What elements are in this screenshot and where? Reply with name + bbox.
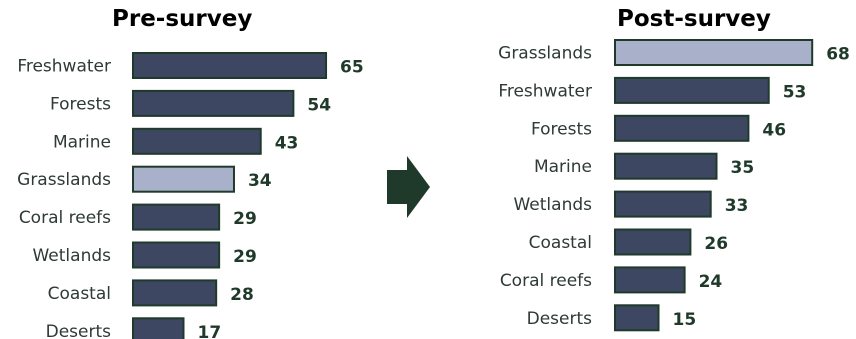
post-survey-bar-forests — [614, 114, 750, 142]
pre-survey-value-label-deserts: 17 — [197, 323, 221, 339]
post-survey-chart: Grasslands 68 Freshwater 53 Forests 46 Marine 3… — [498, 39, 850, 332]
post-survey-category-label-deserts: Deserts — [527, 309, 593, 329]
post-survey-category-label-forests: Forests — [531, 119, 592, 139]
pre-survey-category-label-forests: Forests — [50, 94, 111, 114]
pre-survey-bar-grasslands — [132, 165, 235, 193]
pre-survey-title: Pre-survey — [112, 6, 253, 32]
post-survey-bar-freshwater — [614, 76, 770, 104]
pre-survey-category-label-deserts: Deserts — [46, 322, 112, 339]
pre-survey-bar-wetlands — [132, 241, 221, 269]
post-survey-title: Post-survey — [617, 6, 771, 32]
post-survey-bar-marine — [614, 152, 718, 180]
pre-survey-value-label-marine: 43 — [275, 133, 299, 153]
pre-survey-bar-deserts — [132, 317, 185, 339]
pre-survey-bar-marine — [132, 127, 262, 155]
post-survey-value-label-wetlands: 33 — [725, 196, 749, 216]
post-survey-bar-coral-reefs — [614, 266, 686, 294]
pre-survey-value-label-forests: 54 — [307, 95, 331, 115]
right-arrow-icon — [387, 156, 430, 218]
pre-survey-category-label-freshwater: Freshwater — [17, 57, 111, 77]
pre-survey-value-label-coastal: 28 — [230, 285, 254, 305]
post-survey-bar-wetlands — [614, 190, 712, 218]
post-survey-value-label-deserts: 15 — [673, 310, 697, 330]
post-survey-value-label-marine: 35 — [731, 158, 755, 178]
post-survey-value-label-coastal: 26 — [704, 234, 728, 254]
pre-survey-category-label-coral-reefs: Coral reefs — [19, 208, 111, 228]
pre-survey-category-label-marine: Marine — [53, 132, 111, 152]
pre-survey-category-label-wetlands: Wetlands — [32, 246, 111, 266]
pre-survey-category-label-coastal: Coastal — [48, 284, 111, 304]
pre-survey-category-label-grasslands: Grasslands — [17, 170, 111, 190]
post-survey-bar-coastal — [614, 228, 692, 256]
post-survey-value-label-forests: 46 — [762, 120, 786, 140]
post-survey-bar-grasslands — [614, 39, 814, 66]
post-survey-bar-deserts — [614, 304, 660, 332]
post-survey-value-label-freshwater: 53 — [783, 82, 807, 102]
pre-survey-value-label-freshwater: 65 — [340, 58, 364, 78]
post-survey-value-label-grasslands: 68 — [826, 45, 850, 65]
pre-survey-bar-coral-reefs — [132, 203, 221, 231]
post-survey-category-label-coral-reefs: Coral reefs — [500, 271, 592, 291]
pre-survey-value-label-coral-reefs: 29 — [233, 209, 257, 229]
post-survey-category-label-freshwater: Freshwater — [498, 81, 592, 101]
pre-survey-bar-forests — [132, 89, 295, 117]
pre-survey-bar-freshwater — [132, 52, 328, 79]
pre-survey-value-label-wetlands: 29 — [233, 247, 257, 267]
post-survey-category-label-wetlands: Wetlands — [513, 195, 592, 215]
post-survey-category-label-marine: Marine — [534, 157, 592, 177]
pre-survey-chart: Freshwater 65 Forests 54 Marine 43 Grasslands 3… — [17, 52, 364, 339]
post-survey-category-label-grasslands: Grasslands — [498, 44, 592, 64]
pre-survey-value-label-grasslands: 34 — [248, 171, 272, 191]
post-survey-category-label-coastal: Coastal — [529, 233, 592, 253]
post-survey-value-label-coral-reefs: 24 — [699, 272, 723, 292]
pre-survey-bar-coastal — [132, 279, 218, 307]
